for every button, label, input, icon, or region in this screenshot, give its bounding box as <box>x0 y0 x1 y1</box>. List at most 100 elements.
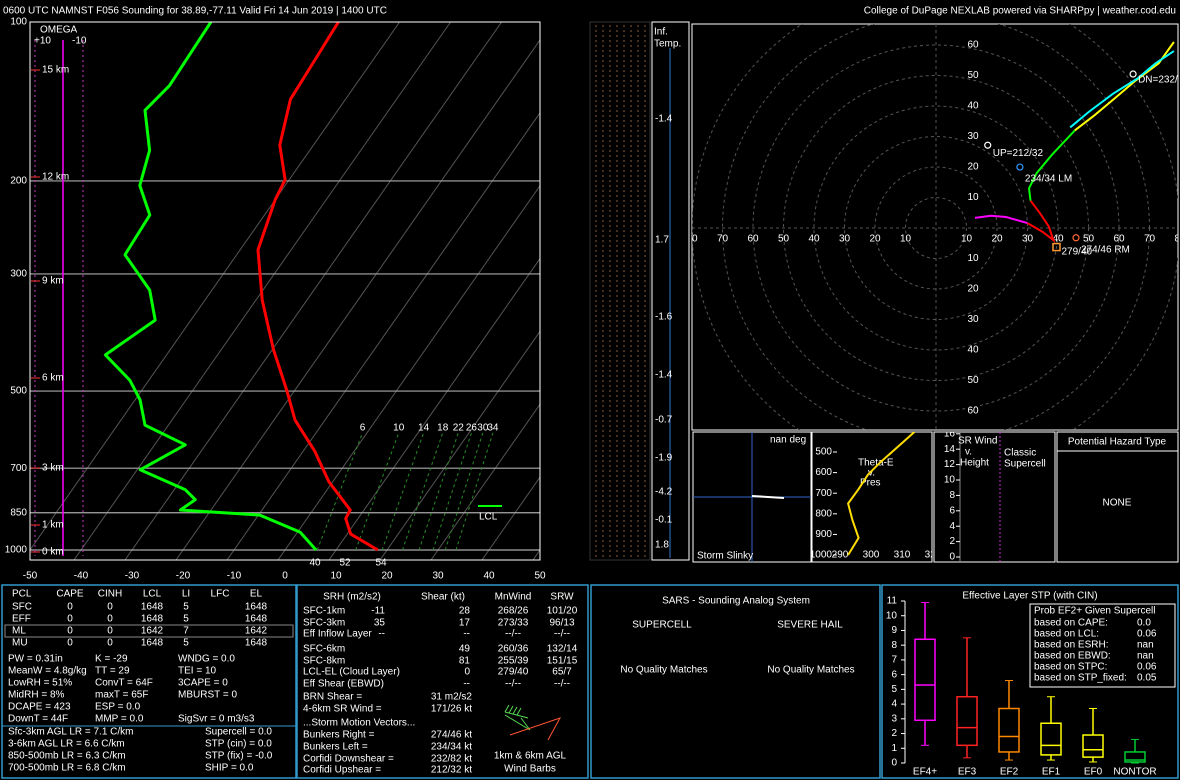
kin-extra-value: 212/32 kt <box>431 765 472 776</box>
parcel-cell: 0 <box>107 626 113 637</box>
hazard-title: Potential Hazard Type <box>1068 437 1167 448</box>
isotherm <box>175 39 540 560</box>
stp-inset-value: 0.05 <box>1137 673 1157 684</box>
omega-title: OMEGA <box>40 25 78 36</box>
kin-value: 35 <box>374 618 386 629</box>
index-text: MeanW = 4.8g/kg <box>8 666 87 677</box>
theta-y-tick: 800 <box>815 508 832 519</box>
isotherm <box>328 257 540 560</box>
x-tick-label: -20 <box>176 571 191 582</box>
index-text: DCAPE = 423 <box>8 702 71 713</box>
parcel-cell: 1648 <box>141 614 164 625</box>
kin-header: MnWind <box>495 592 532 603</box>
y-tick-label: 200 <box>10 176 27 187</box>
theta-y-tick: 1000 <box>810 550 833 561</box>
mixing-ratio-line <box>444 432 484 551</box>
hodo-ring-label: 70 <box>717 234 729 245</box>
parcel-header: EL <box>250 589 263 600</box>
kin-value: -- <box>378 629 385 640</box>
sars-column-title: SUPERCELL <box>632 620 692 631</box>
x-tick-label: -40 <box>74 571 89 582</box>
theta-x-tick: 290 <box>832 550 849 561</box>
barb-icon <box>504 704 531 731</box>
stp-category: EF2 <box>1000 767 1019 778</box>
theta-trace <box>847 432 916 556</box>
kin-extra-label: 4-6km SR Wind = <box>303 704 382 715</box>
kin-value: 101/20 <box>547 606 578 617</box>
inf-value: -1.4 <box>655 370 673 381</box>
stp-inset-value: 0.06 <box>1137 662 1157 673</box>
height-label: 1 km <box>42 520 64 531</box>
hodo-ring-label: 10 <box>900 234 912 245</box>
hodo-ring-label: 20 <box>967 284 979 295</box>
theta-y-tick: 900 <box>815 529 832 540</box>
hodo-ring-label: 70 <box>1144 234 1156 245</box>
stp-y-tick: 11 <box>887 596 898 607</box>
barb-caption: 1km & 6km AGL <box>494 751 567 762</box>
srw-y-tick: 14 <box>944 444 956 455</box>
composite-index: STP (cin) = 0.0 <box>205 739 272 750</box>
inf-title: Inf. <box>654 27 668 38</box>
index-text: MBURST = 0 <box>178 690 237 701</box>
theta-y-tick: 600 <box>815 467 832 478</box>
inf-frame <box>651 21 690 561</box>
hodo-ring-label: 20 <box>967 162 979 173</box>
mixing-ratio-line <box>316 432 363 551</box>
surface-value: 52 <box>339 558 351 569</box>
storm-marker <box>984 141 992 149</box>
inf-value: -0.1 <box>655 515 673 526</box>
x-tick-label: 0 <box>282 571 288 582</box>
hodo-ring-label: 30 <box>839 234 851 245</box>
storm-label: 274/46 RM <box>1081 244 1130 255</box>
kin-value: 0 <box>464 667 470 678</box>
hodo-ring-label: 50 <box>967 375 979 386</box>
y-tick-label: 1000 <box>5 545 28 556</box>
index-text: SigSvr = 0 m3/s3 <box>178 714 255 725</box>
parcel-cell: 0 <box>107 638 113 649</box>
kin-extra-label: Bunkers Right = <box>303 730 375 741</box>
stp-inset-value: nan <box>1137 640 1154 651</box>
x-tick-label: -50 <box>23 571 38 582</box>
hodo-ring <box>752 44 1120 412</box>
kin-value: 273/33 <box>498 618 529 629</box>
panel-frame <box>296 584 589 779</box>
y-tick-label: 700 <box>10 463 27 474</box>
stp-inset-label: based on STP_fixed: <box>1034 673 1127 684</box>
hodo-trace <box>974 214 1028 225</box>
sars-result: No Quality Matches <box>767 665 854 676</box>
x-tick-label: 40 <box>483 571 495 582</box>
hodo-ring-label: 50 <box>967 70 979 81</box>
hazard-frame <box>1056 431 1179 563</box>
kin-value: 255/39 <box>498 656 529 667</box>
parcel-header: CINH <box>98 589 122 600</box>
stp-inset-value: 0.0 <box>1137 618 1151 629</box>
kin-value: 260/36 <box>498 644 529 655</box>
parcel-header: LFC <box>211 589 230 600</box>
parcel-cell: 0 <box>67 638 73 649</box>
parcel-cell: 5 <box>183 614 189 625</box>
isotherm <box>277 184 540 560</box>
mixing-ratio-label: 34 <box>487 423 499 434</box>
temperature-profile <box>256 22 379 552</box>
x-tick-label: 20 <box>381 571 393 582</box>
stp-category: EF4+ <box>913 767 937 778</box>
srw-y-tick: 2 <box>949 536 955 547</box>
hodo-ring <box>905 197 967 259</box>
barb-caption: Wind Barbs <box>504 764 556 775</box>
mixing-ratio-line <box>418 432 459 551</box>
panel-frame <box>881 584 1179 779</box>
stp-category: EF1 <box>1042 767 1061 778</box>
stp-y-tick: 7 <box>891 655 897 666</box>
index-text: MMP = 0.0 <box>95 714 144 725</box>
hodo-ring-label: 40 <box>967 101 979 112</box>
sars-column-title: SEVERE HAIL <box>777 620 843 631</box>
hodo-ring-label: 60 <box>747 234 759 245</box>
kin-value: --/-- <box>554 629 570 640</box>
sars-title: SARS - Sounding Analog System <box>662 596 810 607</box>
hodo-ring-label: 10 <box>961 234 973 245</box>
slinky-heading: nan deg <box>770 435 806 446</box>
hodo-ring-label: 80 <box>1174 234 1180 245</box>
kin-label: SFC-3km <box>303 618 345 629</box>
